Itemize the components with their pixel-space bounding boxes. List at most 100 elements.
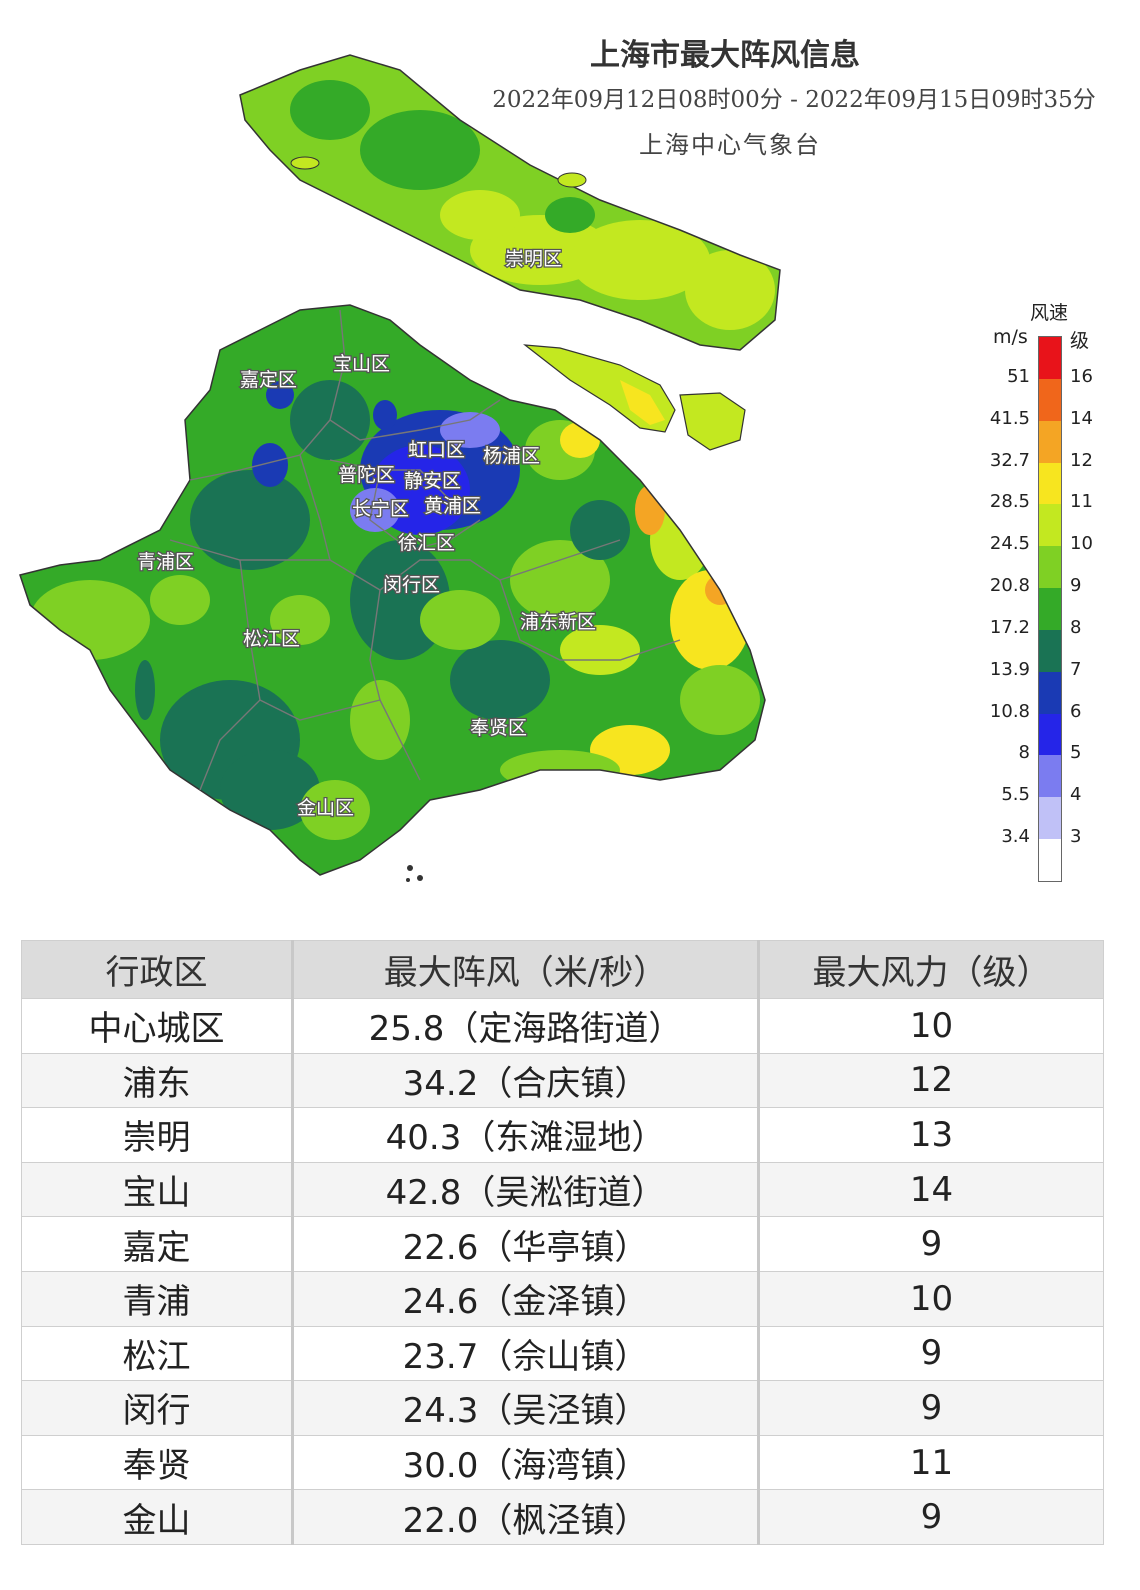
legend-level-label: 16 xyxy=(1070,365,1093,387)
hengsha-island xyxy=(679,392,746,451)
cell-max-gust: 22.6（华亭镇） xyxy=(291,1216,759,1272)
cell-district: 嘉定 xyxy=(21,1216,293,1272)
table-row: 浦东 34.2（合庆镇） 12 xyxy=(21,1052,1104,1109)
legend-swatch xyxy=(1039,713,1061,756)
legend-swatch xyxy=(1039,755,1061,798)
cell-district: 青浦 xyxy=(21,1270,293,1327)
legend-speed-label: 32.7 xyxy=(989,449,1030,471)
legend-level-label: 9 xyxy=(1070,575,1082,597)
table-row: 嘉定 22.6（华亭镇） 9 xyxy=(21,1216,1104,1272)
district-label-yangpu: 杨浦区 xyxy=(483,445,540,467)
cell-max-gust: 23.7（佘山镇） xyxy=(291,1325,759,1382)
district-label-baoshan: 宝山区 xyxy=(333,353,390,375)
district-label-changning: 长宁区 xyxy=(352,498,409,520)
legend-swatch xyxy=(1039,420,1061,463)
header-max-force: 最大风力（级） xyxy=(757,940,1104,999)
table-row: 金山 22.0（枫泾镇） 9 xyxy=(21,1489,1104,1545)
legend-level-label: 11 xyxy=(1070,491,1093,513)
legend-swatch xyxy=(1039,839,1061,881)
cell-max-gust: 34.2（合庆镇） xyxy=(291,1052,759,1109)
legend-swatch xyxy=(1039,629,1061,672)
district-labels: 崇明区 宝山区 嘉定区 虹口区 杨浦区 普陀区 静安区 长宁区 黄浦区 徐汇区 … xyxy=(136,247,598,821)
cell-max-gust: 24.6（金泽镇） xyxy=(291,1270,759,1327)
legend-level-label: 5 xyxy=(1070,742,1082,764)
district-label-jingan: 静安区 xyxy=(404,470,461,492)
cell-max-force: 11 xyxy=(757,1434,1104,1491)
legend-level-label: 4 xyxy=(1070,784,1082,806)
legend-level-label: 7 xyxy=(1070,658,1082,680)
cell-max-gust: 42.8（吴淞街道） xyxy=(291,1161,759,1218)
table-row: 奉贤 30.0（海湾镇） 11 xyxy=(21,1434,1104,1491)
legend-swatch xyxy=(1039,378,1061,421)
legend-unit: m/s xyxy=(993,326,1028,348)
table-header-row: 行政区 最大阵风（米/秒） 最大风力（级） xyxy=(21,940,1104,999)
cell-district: 闵行 xyxy=(21,1380,293,1436)
cell-district: 金山 xyxy=(21,1489,293,1545)
legend-speed-label: 41.5 xyxy=(989,407,1030,429)
max-gust-table: 行政区 最大阵风（米/秒） 最大风力（级） 中心城区 25.8（定海路街道） 10 浦… xyxy=(21,940,1104,1545)
legend-speed-label: 28.5 xyxy=(989,491,1030,513)
header: 上海市最大阵风信息 2022年09月12日08时00分 - 2022年09月15… xyxy=(0,0,1140,170)
legend-level-label: 10 xyxy=(1070,533,1093,555)
legend-swatch xyxy=(1039,671,1061,714)
district-label-huangpu: 黄浦区 xyxy=(424,495,481,517)
district-label-chongming: 崇明区 xyxy=(505,248,562,270)
legend-level-label: 12 xyxy=(1070,449,1093,471)
cell-max-gust: 30.0（海湾镇） xyxy=(291,1434,759,1491)
wind-speed-legend: 风速 m/s 级 51 16 41.5 14 32.7 12 28.5 11 24.5 10 20.… xyxy=(980,290,1130,890)
header-max-gust: 最大阵风（米/秒） xyxy=(291,940,759,999)
table-row: 中心城区 25.8（定海路街道） 10 xyxy=(21,998,1104,1054)
legend-speed-label: 24.5 xyxy=(989,533,1030,555)
cell-max-force: 10 xyxy=(757,998,1104,1054)
table-row: 宝山 42.8（吴淞街道） 14 xyxy=(21,1161,1104,1218)
legend-swatch xyxy=(1039,546,1061,589)
district-label-pudong: 浦东新区 xyxy=(520,611,596,633)
legend-level-label: 3 xyxy=(1070,826,1082,848)
header-district: 行政区 xyxy=(21,940,293,999)
district-label-jinshan: 金山区 xyxy=(297,797,354,819)
legend-color-bar xyxy=(1038,336,1062,882)
table-row: 闵行 24.3（吴泾镇） 9 xyxy=(21,1380,1104,1436)
district-label-songjiang: 松江区 xyxy=(243,628,300,650)
cell-max-gust: 24.3（吴泾镇） xyxy=(291,1380,759,1436)
cell-district: 宝山 xyxy=(21,1161,293,1218)
legend-level-label: 8 xyxy=(1070,616,1082,638)
wind-gust-map: 崇明区 宝山区 嘉定区 虹口区 杨浦区 普陀区 静安区 长宁区 黄浦区 徐汇区 … xyxy=(19,54,781,882)
legend-grade-unit: 级 xyxy=(1070,330,1090,352)
time-period: 2022年09月12日08时00分 - 2022年09月15日09时35分 xyxy=(492,87,1096,113)
table-row: 青浦 24.6（金泽镇） 10 xyxy=(21,1270,1104,1327)
legend-swatch xyxy=(1039,588,1061,630)
legend-speed-label: 5.5 xyxy=(1001,784,1030,806)
legend-title: 风速 xyxy=(1030,302,1069,324)
district-label-hongkou: 虹口区 xyxy=(408,439,465,461)
district-label-fengxian: 奉贤区 xyxy=(470,717,527,739)
legend-speed-label: 3.4 xyxy=(1001,826,1030,848)
cell-max-gust: 40.3（东滩湿地） xyxy=(291,1107,759,1163)
legend-swatch xyxy=(1039,337,1061,379)
cell-max-force: 9 xyxy=(757,1216,1104,1272)
cell-max-gust: 25.8（定海路街道） xyxy=(291,998,759,1054)
cell-max-force: 9 xyxy=(757,1489,1104,1545)
legend-swatch xyxy=(1039,797,1061,840)
legend-speed-label: 20.8 xyxy=(989,575,1030,597)
cell-district: 松江 xyxy=(21,1325,293,1382)
district-label-qingpu: 青浦区 xyxy=(137,551,194,573)
cell-max-force: 12 xyxy=(757,1052,1104,1109)
legend-speed-label: 13.9 xyxy=(989,658,1030,680)
cell-max-force: 14 xyxy=(757,1161,1104,1218)
legend-swatch xyxy=(1039,504,1061,547)
table-row: 松江 23.7（佘山镇） 9 xyxy=(21,1325,1104,1382)
cell-district: 浦东 xyxy=(21,1052,293,1109)
legend-level-label: 6 xyxy=(1070,700,1082,722)
page-title: 上海市最大阵风信息 xyxy=(590,38,860,73)
cell-max-force: 13 xyxy=(757,1107,1104,1163)
district-label-minhang: 闵行区 xyxy=(383,574,440,596)
district-label-xuhui: 徐汇区 xyxy=(398,532,455,554)
cell-district: 中心城区 xyxy=(21,998,293,1054)
legend-level-label: 14 xyxy=(1070,407,1093,429)
legend-speed-label: 10.8 xyxy=(989,700,1030,722)
cell-district: 崇明 xyxy=(21,1107,293,1163)
district-label-putuo: 普陀区 xyxy=(338,464,395,486)
district-borders xyxy=(169,309,681,791)
table-row: 崇明 40.3（东滩湿地） 13 xyxy=(21,1107,1104,1163)
